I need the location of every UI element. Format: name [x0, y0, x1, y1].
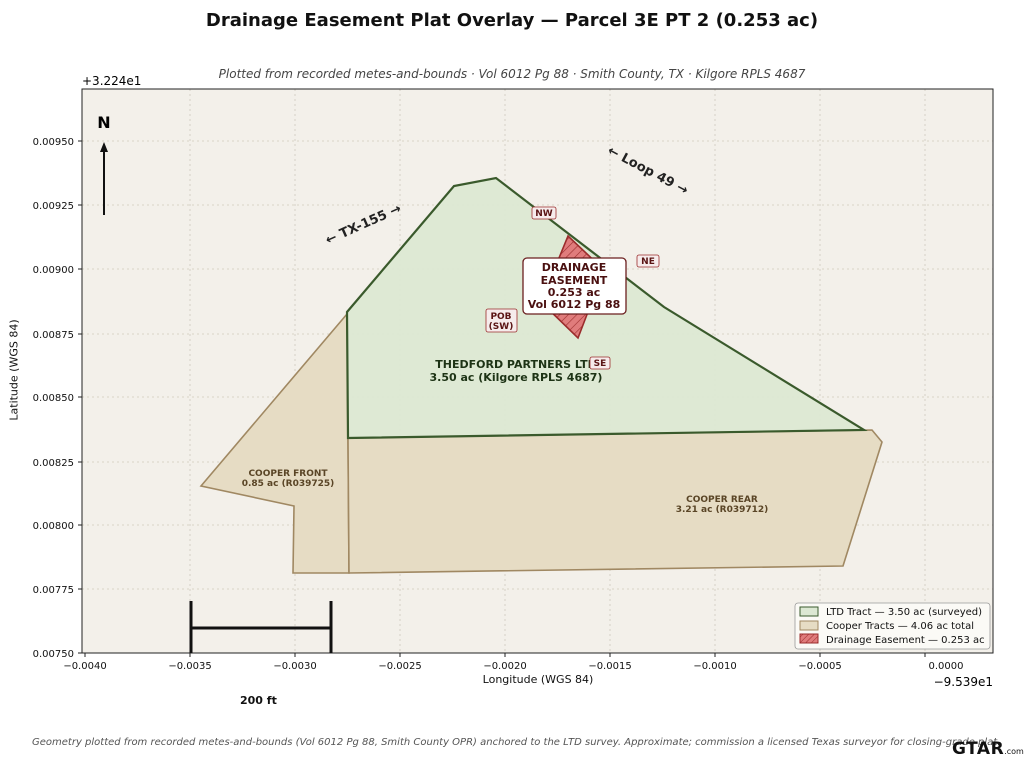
y-tick-label: 0.00825 — [33, 458, 74, 469]
x-tick-label: −0.0015 — [588, 661, 631, 672]
x-tick-label: −0.0005 — [798, 661, 841, 672]
corner-tag-ne — [636, 254, 660, 268]
y-axis-label: Latitude (WGS 84) — [7, 319, 21, 421]
x-tick-label: −0.0030 — [273, 661, 316, 672]
x-tick-label: −0.0040 — [63, 661, 106, 672]
cooper-front-area-label: 0.85 ac (R039725) — [242, 479, 335, 489]
corner-label-ne: NE — [641, 257, 655, 267]
y-tick-label: 0.00950 — [33, 137, 74, 148]
legend-label-ltd: LTD Tract — 3.50 ac (surveyed) — [826, 607, 982, 618]
x-offset-label: −9.539e1 — [934, 675, 993, 689]
y-tick-label: 0.00775 — [33, 585, 74, 596]
axes-frame — [81, 88, 994, 654]
watermark-logo: GTAR.com — [952, 739, 1024, 759]
y-tick-label: 0.00800 — [33, 521, 74, 532]
ltd-area-label: 3.50 ac (Kilgore RPLS 4687) — [430, 371, 603, 384]
scale-bar — [189, 601, 333, 653]
ltd-name-label: THEDFORD PARTNERS LTD — [435, 358, 596, 371]
cooper-rear-area-label: 3.21 ac (R039712) — [676, 505, 769, 515]
cooper-front-parcel[interactable] — [199, 311, 350, 574]
page-title: Drainage Easement Plat Overlay — Parcel … — [205, 10, 819, 31]
watermark-text: GTAR — [952, 739, 1005, 759]
x-tick-label: −0.0025 — [378, 661, 421, 672]
x-axis-label: Longitude (WGS 84) — [482, 673, 594, 686]
easement-label-line1: DRAINAGE — [542, 261, 606, 274]
cooper-rear-parcel[interactable] — [347, 429, 883, 574]
pob-label-line2: (SW) — [489, 322, 514, 332]
y-tick-label: 0.00900 — [33, 265, 74, 276]
legend-swatch-easement — [799, 633, 819, 644]
easement-label-line4: Vol 6012 Pg 88 — [528, 298, 621, 311]
legend-label-cooper: Cooper Tracts — 4.06 ac total — [826, 621, 974, 632]
y-tick-label: 0.00850 — [33, 393, 74, 404]
pob-label-line1: POB — [490, 312, 511, 322]
pob-tag — [485, 308, 518, 333]
x-tick-label: −0.0010 — [693, 661, 736, 672]
x-tick-label: −0.0020 — [483, 661, 526, 672]
cooper-front-name-label: COOPER FRONT — [248, 469, 328, 479]
north-arrow-head-icon — [100, 142, 108, 152]
corner-label-nw: NW — [535, 209, 553, 219]
x-tick-label: 0.0000 — [929, 661, 964, 672]
footnote: Geometry plotted from recorded metes-and… — [32, 737, 1001, 748]
y-tick-label: 0.00925 — [33, 201, 74, 212]
corner-label-se: SE — [594, 359, 607, 369]
legend-swatch-cooper — [799, 620, 819, 631]
north-label: N — [97, 113, 110, 132]
legend-label-easement: Drainage Easement — 0.253 ac — [826, 635, 985, 646]
tick-marks — [78, 140, 926, 657]
easement-label-line3: 0.253 ac — [548, 286, 601, 299]
x-tick-label: −0.0035 — [168, 661, 211, 672]
y-tick-label: 0.00750 — [33, 649, 74, 660]
y-offset-label: +3.224e1 — [82, 74, 141, 88]
easement-label-line2: EASEMENT — [541, 274, 608, 287]
watermark-suffix: .com — [1004, 747, 1024, 756]
legend: LTD Tract — 3.50 ac (surveyed) Cooper Tr… — [794, 602, 991, 650]
y-tick-label: 0.00875 — [33, 330, 74, 341]
easement-callout — [522, 257, 627, 315]
map-subtitle: Plotted from recorded metes-and-bounds ·… — [218, 67, 806, 81]
cooper-rear-name-label: COOPER REAR — [686, 495, 758, 505]
corner-tag-nw — [531, 206, 557, 220]
scale-bar-label: 200 ft — [240, 694, 277, 707]
legend-swatch-ltd — [799, 606, 819, 617]
corner-tag-se — [589, 356, 611, 370]
